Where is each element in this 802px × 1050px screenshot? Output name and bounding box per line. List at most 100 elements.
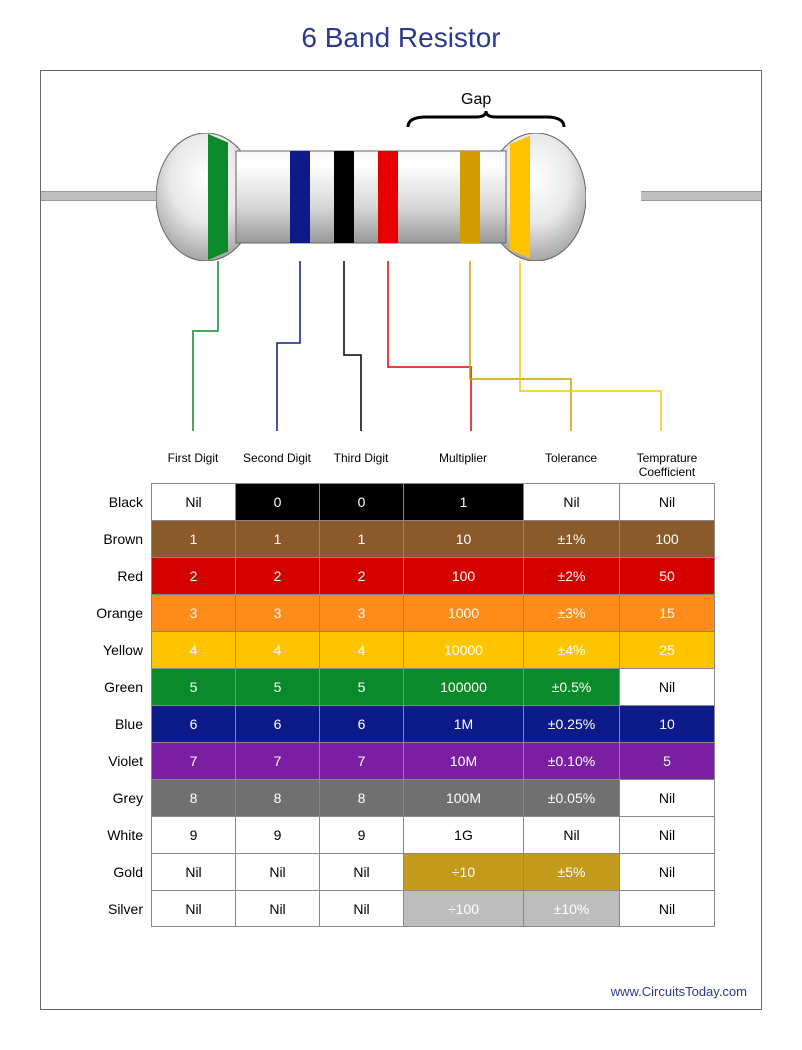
table-cell: 4	[235, 631, 319, 668]
table-cell: Nil	[619, 779, 715, 816]
column-header-5: Temprature Coefficient	[619, 451, 715, 479]
table-cell: 1	[235, 520, 319, 557]
connector-line-2	[344, 261, 361, 431]
table-cell: ±5%	[523, 853, 619, 890]
table-cell: ±2%	[523, 557, 619, 594]
row-label: Brown	[91, 520, 151, 557]
table-cell: 7	[319, 742, 403, 779]
row-label: Orange	[91, 594, 151, 631]
table-cell: Nil	[619, 816, 715, 853]
table-cell: 4	[319, 631, 403, 668]
connector-line-5	[520, 261, 661, 431]
row-label: Blue	[91, 705, 151, 742]
table-cell: 1	[151, 520, 235, 557]
table-cell: 25	[619, 631, 715, 668]
table-cell: Nil	[523, 483, 619, 520]
table-cell: Nil	[619, 853, 715, 890]
connector-line-3	[388, 261, 471, 431]
row-label: Grey	[91, 779, 151, 816]
table-row: Brown11110±1%100	[91, 520, 711, 557]
table-cell: Nil	[151, 853, 235, 890]
column-header-4: Tolerance	[523, 451, 619, 479]
table-cell: 8	[151, 779, 235, 816]
table-cell: ±0.5%	[523, 668, 619, 705]
table-cell: 10	[619, 705, 715, 742]
table-cell: 9	[151, 816, 235, 853]
table-cell: ±3%	[523, 594, 619, 631]
table-cell: 1G	[403, 816, 523, 853]
connector-lines	[41, 71, 761, 451]
table-cell: ±0.10%	[523, 742, 619, 779]
table-cell: 5	[619, 742, 715, 779]
table-row: GoldNilNilNil÷10±5%Nil	[91, 853, 711, 890]
table-row: Green555100000±0.5%Nil	[91, 668, 711, 705]
table-cell: 9	[235, 816, 319, 853]
table-cell: 0	[319, 483, 403, 520]
connector-line-0	[193, 261, 218, 431]
table-cell: 15	[619, 594, 715, 631]
table-cell: 50	[619, 557, 715, 594]
table-row: Grey888100M±0.05%Nil	[91, 779, 711, 816]
table-cell: Nil	[523, 816, 619, 853]
row-label: Red	[91, 557, 151, 594]
row-label: Gold	[91, 853, 151, 890]
table-row: Blue6661M±0.25%10	[91, 705, 711, 742]
table-row: Violet77710M±0.10%5	[91, 742, 711, 779]
table-cell: 6	[235, 705, 319, 742]
table-cell: ÷100	[403, 890, 523, 927]
table-column-headers: First DigitSecond DigitThird DigitMultip…	[91, 451, 711, 479]
table-cell: 10	[403, 520, 523, 557]
table-row: Red222100±2%50	[91, 557, 711, 594]
table-row: Orange3331000±3%15	[91, 594, 711, 631]
table-cell: 2	[235, 557, 319, 594]
table-cell: 100M	[403, 779, 523, 816]
table-cell: Nil	[619, 890, 715, 927]
table-cell: 4	[151, 631, 235, 668]
row-label: Yellow	[91, 631, 151, 668]
row-label: Silver	[91, 890, 151, 927]
table-cell: 1000	[403, 594, 523, 631]
table-cell: Nil	[151, 890, 235, 927]
row-label: Violet	[91, 742, 151, 779]
table-row: BlackNil001NilNil	[91, 483, 711, 520]
table-cell: Nil	[235, 890, 319, 927]
table-cell: 100	[403, 557, 523, 594]
row-label: Black	[91, 483, 151, 520]
table-cell: 100	[619, 520, 715, 557]
table-row: SilverNilNilNil÷100±10%Nil	[91, 890, 711, 927]
column-header-2: Third Digit	[319, 451, 403, 479]
page-title: 6 Band Resistor	[0, 0, 802, 54]
row-label: White	[91, 816, 151, 853]
color-code-table: First DigitSecond DigitThird DigitMultip…	[91, 451, 711, 927]
table-cell: 6	[319, 705, 403, 742]
table-cell: Nil	[619, 483, 715, 520]
table-cell: 10000	[403, 631, 523, 668]
table-cell: 7	[151, 742, 235, 779]
table-cell: ±0.25%	[523, 705, 619, 742]
table-cell: ±10%	[523, 890, 619, 927]
table-cell: 3	[151, 594, 235, 631]
table-cell: 6	[151, 705, 235, 742]
column-header-3: Multiplier	[403, 451, 523, 479]
table-cell: ±4%	[523, 631, 619, 668]
attribution-text: www.CircuitsToday.com	[611, 984, 747, 999]
table-cell: Nil	[319, 853, 403, 890]
table-cell: 8	[235, 779, 319, 816]
table-row: White9991GNilNil	[91, 816, 711, 853]
table-cell: Nil	[319, 890, 403, 927]
table-cell: 3	[319, 594, 403, 631]
table-cell: 2	[151, 557, 235, 594]
table-cell: Nil	[235, 853, 319, 890]
table-cell: 10M	[403, 742, 523, 779]
table-cell: ±1%	[523, 520, 619, 557]
table-cell: 100000	[403, 668, 523, 705]
table-cell: 3	[235, 594, 319, 631]
table-row: Yellow44410000±4%25	[91, 631, 711, 668]
table-cell: ÷10	[403, 853, 523, 890]
column-header-1: Second Digit	[235, 451, 319, 479]
table-cell: 5	[235, 668, 319, 705]
table-cell: 9	[319, 816, 403, 853]
table-cell: 1M	[403, 705, 523, 742]
table-cell: 2	[319, 557, 403, 594]
table-cell: 7	[235, 742, 319, 779]
